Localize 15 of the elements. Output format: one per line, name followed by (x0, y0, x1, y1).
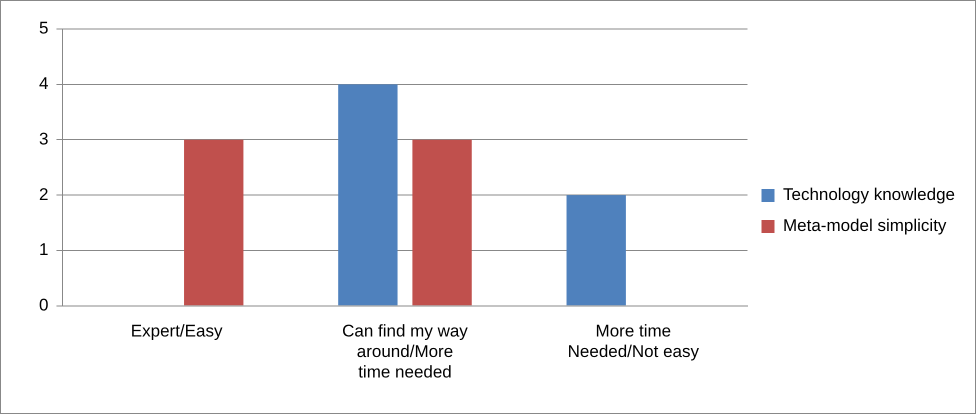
y-tick-label: 1 (38, 240, 48, 260)
x-tick-label: Can find my way around/More time needed (342, 322, 468, 382)
y-tick-label: 4 (38, 74, 48, 94)
bar (184, 140, 244, 306)
legend-label: Meta-model simplicity (782, 216, 947, 236)
bar (566, 195, 626, 306)
bar (412, 140, 472, 306)
y-tick-label: 3 (38, 129, 48, 148)
y-tick-label: 2 (38, 184, 48, 204)
x-tick-label: More time Needed/Not easy (568, 322, 700, 362)
legend-label: Technology knowledge (782, 185, 956, 204)
y-tick-label: 5 (38, 18, 48, 38)
bar (338, 84, 398, 306)
y-tick-label: 0 (38, 295, 48, 314)
x-tick-label: Expert/Easy (130, 322, 223, 341)
